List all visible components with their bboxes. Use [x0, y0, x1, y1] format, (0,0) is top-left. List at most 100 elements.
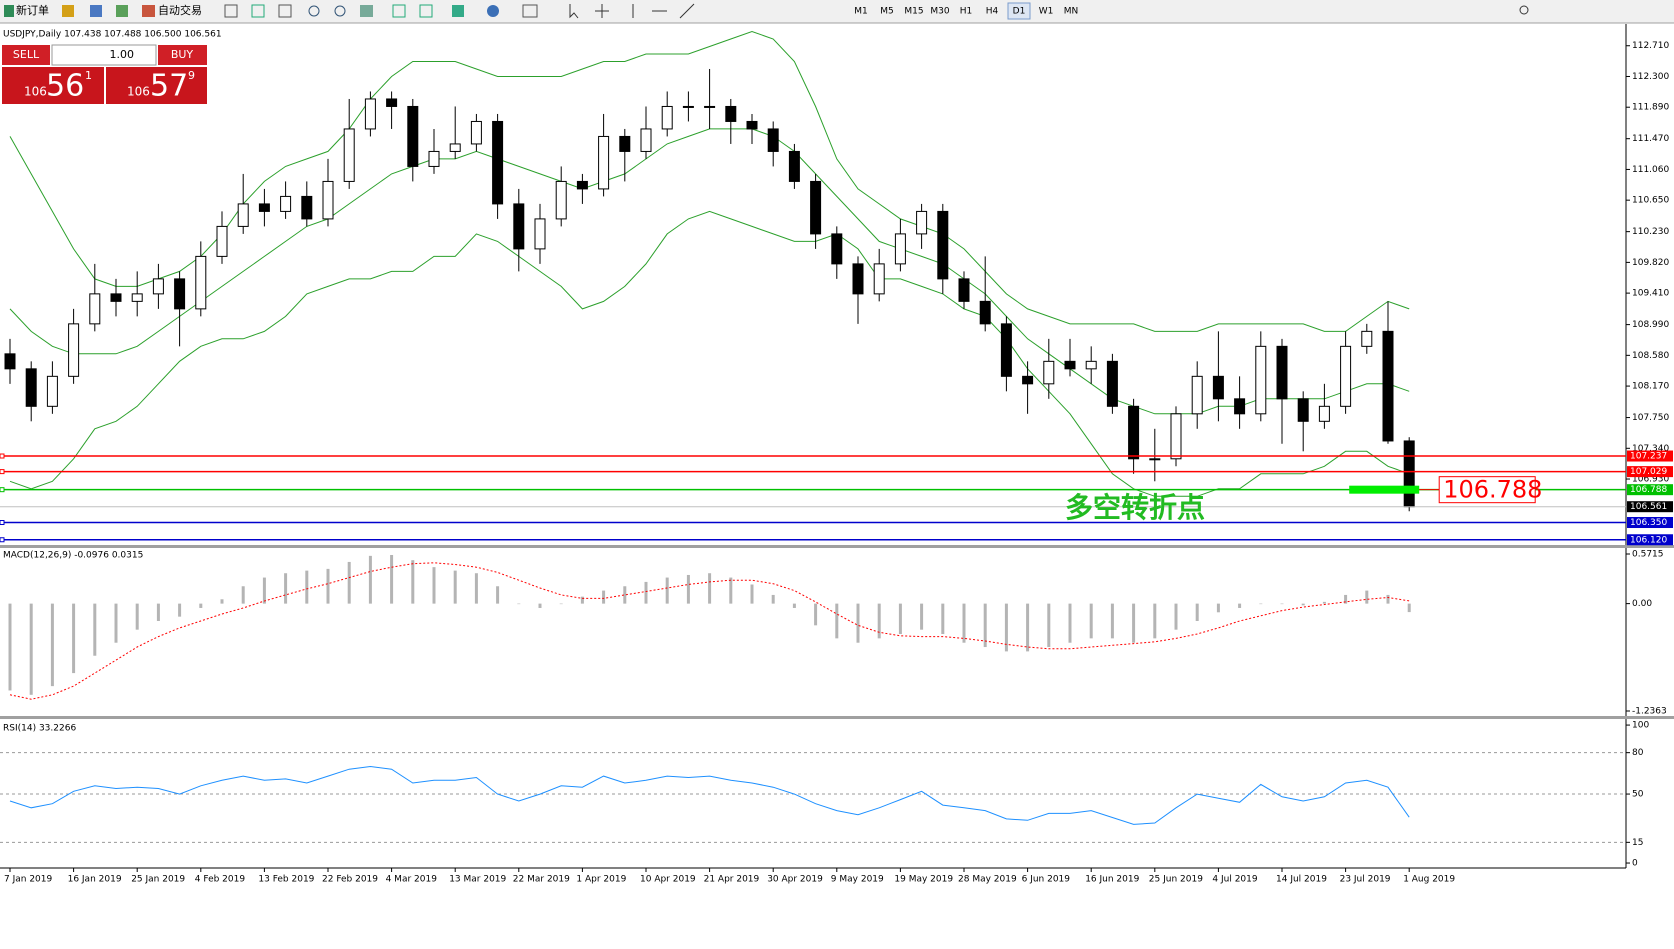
marker-box — [1438, 476, 1536, 504]
macd-histogram — [1174, 603, 1178, 630]
timeframe[interactable]: M30 — [930, 7, 949, 17]
x-tick-label: 6 Jun 2019 — [1022, 875, 1071, 885]
macd-histogram — [941, 603, 945, 635]
icon[interactable] — [116, 5, 128, 17]
candle-body — [343, 128, 355, 182]
candle-body — [131, 293, 143, 302]
sell-price-box[interactable] — [2, 67, 104, 104]
timeframe[interactable]: M1 — [854, 7, 868, 17]
candle-body — [513, 203, 525, 250]
icon[interactable] — [62, 5, 74, 17]
timeframe[interactable]: M5 — [880, 7, 894, 17]
candle-body — [725, 105, 737, 122]
timeframe[interactable]: MN — [1064, 7, 1079, 17]
macd-histogram — [644, 581, 648, 604]
candle-body — [810, 180, 822, 235]
macd-histogram — [411, 560, 415, 604]
tool[interactable] — [452, 5, 464, 17]
candle-body — [174, 278, 186, 310]
x-tick-label: 16 Jan 2019 — [68, 875, 122, 885]
macd-histogram — [474, 573, 478, 604]
crosshair-tool[interactable] — [595, 4, 609, 18]
tool[interactable] — [522, 4, 538, 18]
timeframe[interactable]: M15 — [904, 7, 923, 17]
auto-trading[interactable]: 自动交易 — [158, 3, 202, 17]
line-tools[interactable] — [632, 3, 695, 19]
timeframe[interactable]: D1 — [1013, 7, 1026, 17]
macd-histogram — [262, 577, 266, 604]
macd-histogram — [347, 561, 351, 604]
sell-button[interactable] — [2, 45, 50, 65]
level-handle — [0, 453, 5, 459]
buy-price-small: 9 — [188, 69, 195, 82]
candle-body — [979, 300, 991, 325]
x-tick-label: 25 Jun 2019 — [1149, 875, 1203, 885]
macd-histogram — [1153, 603, 1157, 639]
candle-body — [576, 180, 588, 190]
tool[interactable] — [419, 4, 433, 18]
macd-histogram — [156, 603, 160, 621]
macd-histogram — [623, 586, 627, 604]
tool[interactable] — [487, 5, 499, 17]
buy-button[interactable] — [158, 45, 207, 65]
timeframe[interactable]: H1 — [960, 7, 973, 17]
timeframe[interactable]: H4 — [986, 7, 999, 17]
sell-label[interactable]: SELL — [13, 48, 40, 61]
candle-body — [386, 98, 398, 107]
new-order[interactable]: 新订单 — [16, 3, 49, 17]
symbol-header: USDJPY,Daily 107.438 107.488 106.500 106… — [3, 30, 222, 40]
y-tick-label: 109.820 — [1632, 258, 1669, 268]
macd-histogram — [1238, 603, 1242, 608]
buy-label[interactable]: BUY — [171, 48, 194, 61]
macd-histogram — [114, 603, 118, 643]
candle-body — [1340, 345, 1352, 407]
level-handle — [0, 520, 5, 526]
y-tick-label: 108.580 — [1632, 351, 1669, 361]
timeframe[interactable]: W1 — [1039, 7, 1054, 17]
candle-body — [1022, 375, 1034, 385]
macd-histogram — [1301, 603, 1305, 606]
trade-panel: SELL 1.00 BUY 106 56 1 106 57 9 — [2, 44, 207, 104]
candle-body — [428, 150, 440, 167]
candle-body — [237, 203, 249, 227]
tool[interactable] — [392, 4, 406, 18]
x-tick-label: 13 Mar 2019 — [449, 875, 506, 885]
candle-body — [767, 128, 779, 152]
search[interactable] — [1519, 5, 1529, 15]
candle-body — [873, 263, 885, 295]
x-tick-label: 22 Feb 2019 — [322, 875, 378, 885]
macd-histogram — [1322, 601, 1326, 604]
zoom-out[interactable] — [334, 5, 346, 17]
candle-body — [1361, 330, 1373, 347]
y-tick-label: 80 — [1632, 748, 1644, 758]
sell-price-big: 106 — [24, 85, 47, 99]
macd-histogram — [1047, 603, 1051, 648]
lot-field[interactable] — [51, 44, 157, 66]
cursor-tool[interactable] — [569, 4, 579, 19]
macd-histogram — [1089, 603, 1093, 639]
candle-body — [1403, 440, 1415, 508]
level-label: 107.237 — [1630, 452, 1667, 462]
candle-body — [1128, 405, 1140, 460]
tool[interactable] — [251, 4, 265, 18]
tool[interactable] — [224, 4, 238, 18]
new-order-icon[interactable] — [4, 5, 14, 17]
candle-body — [894, 233, 906, 265]
tool[interactable] — [360, 5, 373, 17]
buy-price-box[interactable] — [106, 67, 207, 104]
macd-histogram — [517, 603, 521, 605]
candle-body — [1276, 345, 1288, 400]
rsi-line — [9, 765, 1410, 825]
candle-body — [1234, 398, 1246, 415]
lot-value[interactable]: 1.00 — [110, 48, 135, 61]
macd-histogram — [305, 570, 309, 604]
tool[interactable] — [278, 4, 292, 18]
auto-trading-icon[interactable] — [142, 5, 155, 17]
candle-body — [110, 293, 122, 302]
icon[interactable] — [90, 5, 102, 17]
sell-price-small: 1 — [85, 69, 92, 82]
candle-body — [449, 143, 461, 152]
level-tag — [1627, 484, 1673, 496]
zoom-in[interactable] — [308, 5, 320, 17]
macd-histogram — [771, 594, 775, 604]
